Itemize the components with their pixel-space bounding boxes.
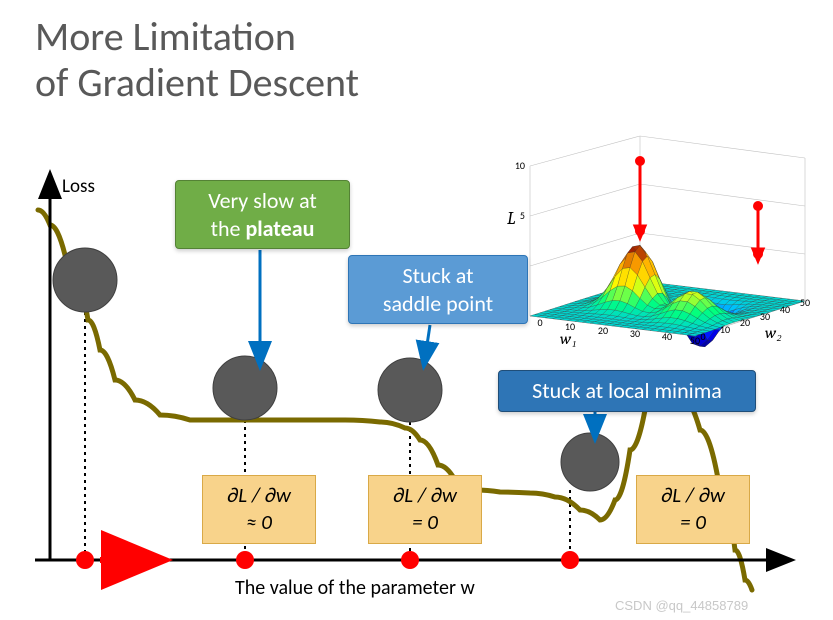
watermark: CSDN @qq_44858789	[615, 598, 748, 613]
svg-text:20: 20	[740, 316, 750, 329]
callout-local-line1: Stuck at local minima	[532, 377, 722, 404]
formula-line2: = 0	[680, 509, 706, 535]
callout-plateau: Very slow at the plateau	[175, 180, 350, 249]
surf-label-w2: w₂	[765, 324, 782, 342]
callout-plateau-line1: Very slow at	[208, 187, 317, 214]
svg-text:50: 50	[690, 334, 700, 347]
callout-plateau-bold: plateau	[245, 215, 314, 242]
svg-text:20: 20	[598, 324, 608, 337]
formula-line1: ∂L / ∂w	[661, 482, 725, 508]
svg-text:40: 40	[662, 330, 672, 343]
formula-line1: ∂L / ∂w	[393, 482, 457, 508]
surface-3d-plot: L w₁ w₂ 10 5 0 -5 01020 304050 01020 304…	[485, 126, 830, 354]
formula-plateau: ∂L / ∂w ≈ 0	[202, 475, 316, 544]
formula-line2: = 0	[412, 509, 438, 535]
callout-saddle-line1: Stuck at	[402, 262, 473, 289]
formula-line1: ∂L / ∂w	[227, 482, 291, 508]
svg-text:50: 50	[800, 296, 810, 309]
y-axis-label: Loss	[62, 175, 95, 198]
svg-text:0: 0	[537, 316, 542, 329]
formula-saddle: ∂L / ∂w = 0	[368, 475, 482, 544]
callout-plateau-line2-prefix: the	[211, 215, 246, 242]
callout-local-minima: Stuck at local minima	[498, 370, 756, 412]
svg-text:5: 5	[520, 209, 525, 222]
callout-saddle-line2: saddle point	[383, 290, 493, 317]
formula-local: ∂L / ∂w = 0	[636, 475, 750, 544]
callout-saddle: Stuck at saddle point	[348, 255, 528, 324]
svg-text:30: 30	[760, 310, 770, 323]
svg-text:10: 10	[565, 320, 575, 333]
formula-line2: ≈ 0	[246, 509, 272, 535]
surf-label-L: L	[507, 208, 516, 229]
svg-text:10: 10	[515, 159, 525, 172]
svg-text:10: 10	[720, 323, 730, 336]
svg-text:0: 0	[700, 330, 705, 343]
svg-text:40: 40	[780, 303, 790, 316]
x-axis-label: The value of the parameter w	[235, 576, 475, 600]
svg-text:30: 30	[630, 327, 640, 340]
